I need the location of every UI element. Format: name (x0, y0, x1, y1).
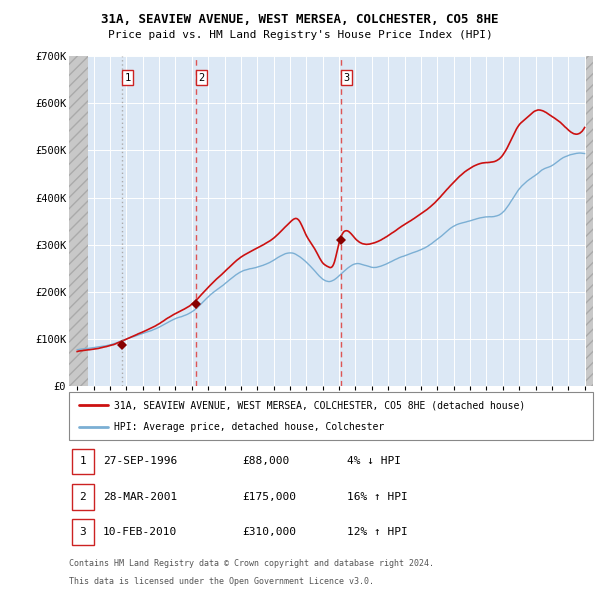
Text: £310,000: £310,000 (242, 527, 296, 537)
FancyBboxPatch shape (71, 519, 94, 545)
Text: 2: 2 (198, 73, 205, 83)
Text: 1: 1 (124, 73, 131, 83)
FancyBboxPatch shape (69, 392, 593, 440)
Text: £88,000: £88,000 (242, 457, 289, 466)
Text: 31A, SEAVIEW AVENUE, WEST MERSEA, COLCHESTER, CO5 8HE: 31A, SEAVIEW AVENUE, WEST MERSEA, COLCHE… (101, 13, 499, 26)
FancyBboxPatch shape (71, 448, 94, 474)
Text: Price paid vs. HM Land Registry's House Price Index (HPI): Price paid vs. HM Land Registry's House … (107, 30, 493, 40)
Text: 3: 3 (79, 527, 86, 537)
Text: 4% ↓ HPI: 4% ↓ HPI (347, 457, 401, 466)
Text: 16% ↑ HPI: 16% ↑ HPI (347, 492, 407, 502)
Text: HPI: Average price, detached house, Colchester: HPI: Average price, detached house, Colc… (113, 422, 384, 432)
Text: £175,000: £175,000 (242, 492, 296, 502)
Text: 31A, SEAVIEW AVENUE, WEST MERSEA, COLCHESTER, CO5 8HE (detached house): 31A, SEAVIEW AVENUE, WEST MERSEA, COLCHE… (113, 400, 525, 410)
Text: 27-SEP-1996: 27-SEP-1996 (103, 457, 177, 466)
Text: This data is licensed under the Open Government Licence v3.0.: This data is licensed under the Open Gov… (69, 577, 374, 586)
Text: 3: 3 (343, 73, 350, 83)
Text: 10-FEB-2010: 10-FEB-2010 (103, 527, 177, 537)
Bar (69, 56, 88, 386)
Text: Contains HM Land Registry data © Crown copyright and database right 2024.: Contains HM Land Registry data © Crown c… (69, 559, 434, 569)
Text: 12% ↑ HPI: 12% ↑ HPI (347, 527, 407, 537)
Text: 1: 1 (79, 457, 86, 466)
Text: 28-MAR-2001: 28-MAR-2001 (103, 492, 177, 502)
FancyBboxPatch shape (71, 484, 94, 510)
Text: 2: 2 (79, 492, 86, 502)
Bar (586, 56, 593, 386)
